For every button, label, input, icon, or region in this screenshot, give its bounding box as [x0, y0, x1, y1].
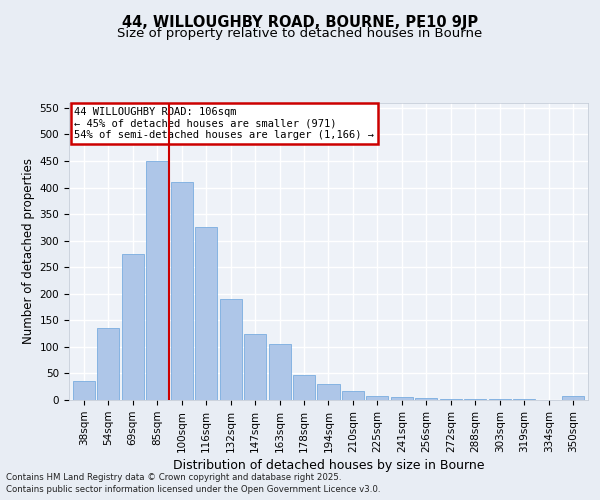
- Bar: [440, 399, 462, 400]
- Bar: [146, 161, 168, 400]
- Bar: [170, 182, 193, 400]
- Bar: [220, 299, 242, 400]
- Text: Contains HM Land Registry data © Crown copyright and database right 2025.: Contains HM Land Registry data © Crown c…: [6, 472, 341, 482]
- Bar: [317, 384, 340, 400]
- X-axis label: Distribution of detached houses by size in Bourne: Distribution of detached houses by size …: [173, 459, 484, 472]
- Bar: [391, 398, 413, 400]
- Text: Size of property relative to detached houses in Bourne: Size of property relative to detached ho…: [118, 28, 482, 40]
- Bar: [367, 396, 388, 400]
- Bar: [562, 396, 584, 400]
- Bar: [195, 228, 217, 400]
- Bar: [122, 254, 143, 400]
- Bar: [293, 375, 315, 400]
- Bar: [97, 328, 119, 400]
- Bar: [342, 391, 364, 400]
- Bar: [269, 344, 290, 400]
- Bar: [415, 398, 437, 400]
- Y-axis label: Number of detached properties: Number of detached properties: [22, 158, 35, 344]
- Text: Contains public sector information licensed under the Open Government Licence v3: Contains public sector information licen…: [6, 485, 380, 494]
- Text: 44 WILLOUGHBY ROAD: 106sqm
← 45% of detached houses are smaller (971)
54% of sem: 44 WILLOUGHBY ROAD: 106sqm ← 45% of deta…: [74, 107, 374, 140]
- Bar: [244, 334, 266, 400]
- Text: 44, WILLOUGHBY ROAD, BOURNE, PE10 9JP: 44, WILLOUGHBY ROAD, BOURNE, PE10 9JP: [122, 15, 478, 30]
- Bar: [73, 382, 95, 400]
